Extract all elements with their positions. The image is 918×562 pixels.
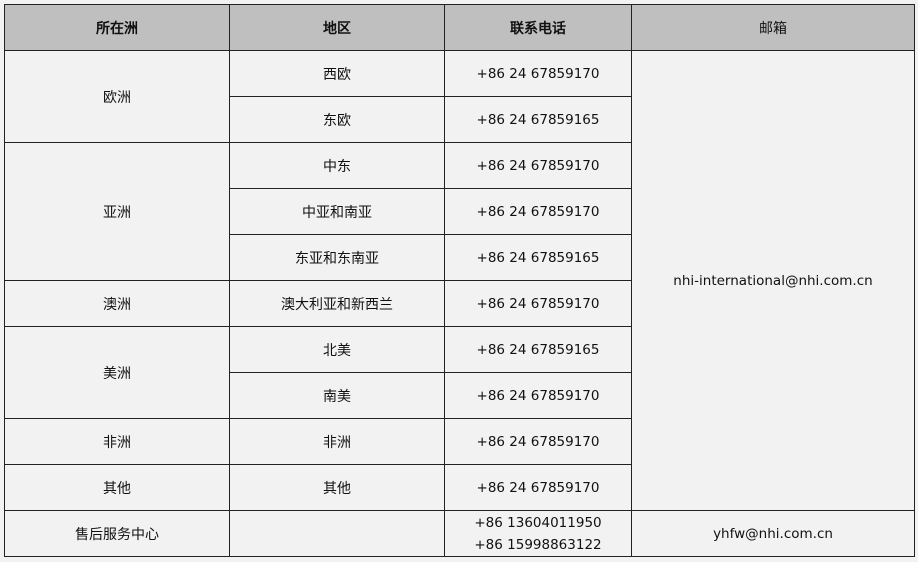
- after-sales-phones: +86 13604011950 +86 15998863122: [444, 510, 632, 557]
- phone-cell: +86 24 67859170: [444, 464, 632, 511]
- table-row: 东欧 +86 24 67859165: [5, 96, 915, 143]
- header-phone: 联系电话: [444, 4, 632, 51]
- after-sales-row: 售后服务中心 +86 13604011950 +86 15998863122 y…: [4, 510, 915, 557]
- region-cell: 其他: [229, 464, 445, 511]
- phone-cell: +86 24 67859165: [444, 326, 632, 373]
- after-sales-phone: +86 15998863122: [474, 536, 602, 553]
- region-cell: 中东: [229, 142, 445, 189]
- continent-cell: 澳洲: [4, 280, 230, 327]
- phone-cell: +86 24 67859170: [444, 142, 632, 189]
- table-row: 非洲 非洲 +86 24 67859170: [4, 418, 915, 465]
- phone-cell: +86 24 67859170: [444, 280, 632, 327]
- continent-cell: 亚洲: [4, 142, 230, 281]
- phone-cell: +86 24 67859170: [444, 50, 632, 97]
- table-row: 美洲 北美 +86 24 67859165: [4, 326, 915, 419]
- region-cell: 中亚和南亚: [229, 188, 445, 235]
- phone-cell: +86 24 67859165: [444, 96, 632, 143]
- table-row: 欧洲 西欧 +86 24 67859170 nhi-international@nhi…: [4, 50, 915, 511]
- continent-cell: 其他: [4, 464, 230, 511]
- table-row: 澳洲 澳大利亚和新西兰 +86 24 67859170: [4, 280, 915, 327]
- table-row: 亚洲 中东 +86 24 67859170: [4, 142, 915, 281]
- region-cell: 北美: [229, 326, 445, 373]
- after-sales-phone: +86 13604011950: [474, 514, 602, 531]
- header-row: 所在洲 地区 联系电话 邮箱: [4, 4, 915, 51]
- header-region: 地区: [229, 4, 445, 51]
- phone-cell: +86 24 67859170: [444, 418, 632, 465]
- table-row: 其他 其他 +86 24 67859170: [4, 464, 915, 511]
- header-email: 邮箱: [631, 4, 915, 51]
- phone-cell: +86 24 67859165: [444, 234, 632, 281]
- after-sales-label: 售后服务中心: [4, 510, 230, 557]
- after-sales-email[interactable]: yhfw@nhi.com.cn: [631, 510, 915, 557]
- region-cell: 东亚和东南亚: [229, 234, 445, 281]
- region-cell: 东欧: [229, 96, 445, 143]
- phone-cell: +86 24 67859170: [444, 188, 632, 235]
- table-row: 中亚和南亚 +86 24 67859170: [5, 188, 915, 235]
- region-cell: 西欧: [229, 50, 445, 97]
- contact-table: 所在洲 地区 联系电话 邮箱 欧洲 西欧 +86 24 67859170 nhi-in…: [4, 4, 915, 557]
- continent-cell: 美洲: [4, 326, 230, 419]
- region-cell: 非洲: [229, 418, 445, 465]
- continent-cell: 欧洲: [4, 50, 230, 143]
- header-continent: 所在洲: [4, 4, 230, 51]
- phone-cell: +86 24 67859170: [444, 372, 632, 419]
- table-row: 东亚和东南亚 +86 24 67859165: [5, 234, 915, 281]
- continent-cell: 非洲: [4, 418, 230, 465]
- email-cell[interactable]: nhi-international@nhi.com.cn: [631, 50, 915, 511]
- region-cell: 南美: [229, 372, 445, 419]
- region-cell: 澳大利亚和新西兰: [229, 280, 445, 327]
- after-sales-region: [229, 510, 445, 557]
